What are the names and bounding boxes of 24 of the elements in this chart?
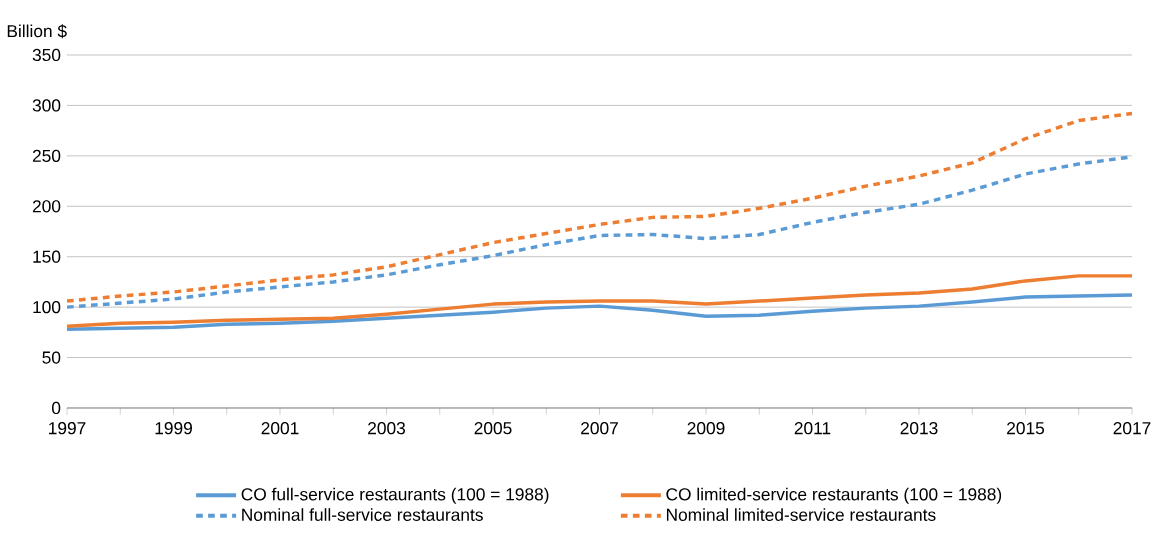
x-tick-label: 2013 (900, 422, 938, 435)
y-tick-label: 300 (32, 99, 61, 112)
y-tick-label: 200 (32, 200, 61, 213)
legend-label: Nominal full-service restaurants (242, 508, 483, 521)
y-tick-label: 50 (42, 351, 61, 364)
x-tick-label: 2015 (1007, 422, 1045, 435)
y-tick-label: 150 (33, 250, 61, 263)
y-tick-label: 100 (33, 300, 61, 314)
y-tick-label: 0 (52, 401, 61, 415)
x-tick-label: 1999 (155, 422, 192, 435)
x-tick-label: 1997 (49, 422, 86, 435)
x-tick-label: 2007 (581, 422, 618, 435)
x-tick-label: 2011 (794, 422, 831, 435)
legend-label: CO full-service restaurants (100 = 1988) (241, 487, 549, 504)
x-tick-label: 2017 (1113, 422, 1151, 435)
y-axis-title: Billion $ (7, 24, 67, 39)
x-tick-label: 2003 (368, 422, 406, 435)
x-tick-label: 2009 (687, 422, 725, 435)
legend-label: CO limited-service restaurants (100 = 1988) (666, 487, 1002, 504)
y-tick-label: 350 (32, 48, 61, 62)
x-tick-label: 2001 (261, 422, 299, 435)
y-tick-label: 250 (32, 149, 61, 162)
legend-label: Nominal limited-service restaurants (666, 508, 936, 521)
x-tick-label: 2005 (474, 422, 512, 435)
